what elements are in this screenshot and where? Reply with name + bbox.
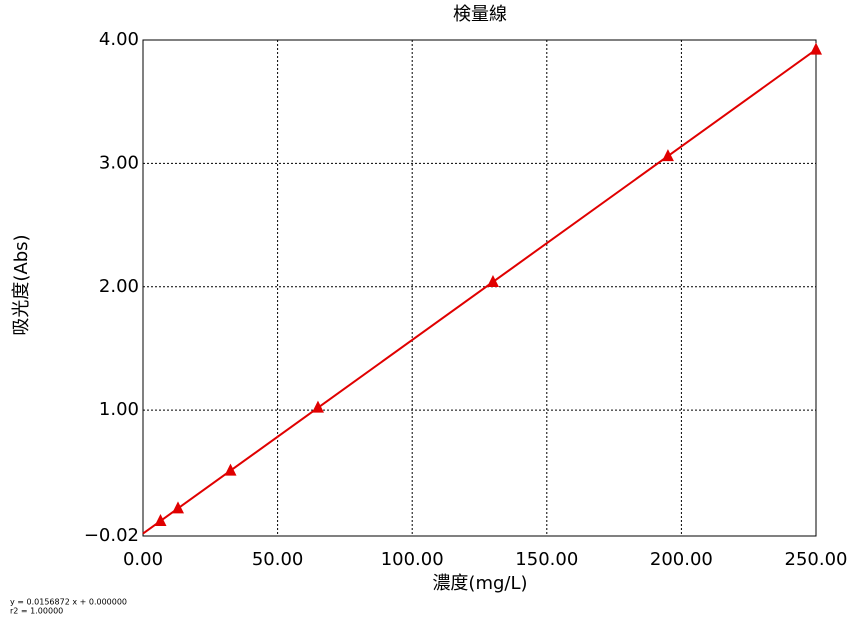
x-tick-label: 250.00 — [785, 549, 848, 570]
x-tick-label: 50.00 — [252, 549, 304, 570]
y-tick-label: 3.00 — [99, 152, 139, 173]
y-tick-label: −0.02 — [84, 525, 139, 546]
annotation: y = 0.0156872 x + 0.000000 — [10, 598, 127, 607]
y-tick-label: 2.00 — [99, 276, 139, 297]
x-tick-label: 0.00 — [123, 549, 163, 570]
annotation: r2 = 1.00000 — [10, 607, 63, 616]
line — [142, 48, 817, 535]
y-tick-label: 4.00 — [99, 29, 139, 50]
y-axis-label: 吸光度(Abs) — [11, 234, 32, 335]
y-tick-label: 1.00 — [99, 399, 139, 420]
x-tick-label: 200.00 — [650, 549, 713, 570]
x-tick-label: 100.00 — [381, 549, 444, 570]
x-tick-label: 150.00 — [515, 549, 578, 570]
chart-title: 検量線 — [453, 4, 507, 25]
x-axis-label: 濃度(mg/L) — [432, 573, 527, 594]
